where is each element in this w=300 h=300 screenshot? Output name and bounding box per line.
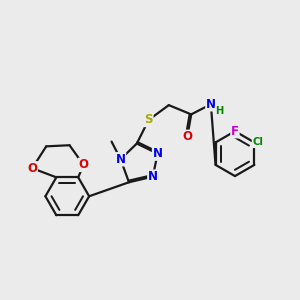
Text: O: O	[182, 130, 192, 143]
Text: H: H	[215, 106, 224, 116]
Text: N: N	[206, 98, 216, 111]
Text: S: S	[144, 113, 153, 127]
Text: F: F	[231, 125, 239, 138]
Text: N: N	[116, 153, 126, 166]
Text: O: O	[27, 162, 37, 175]
Text: N: N	[153, 147, 163, 160]
Text: Cl: Cl	[252, 137, 263, 147]
Text: N: N	[148, 170, 158, 183]
Text: O: O	[79, 158, 88, 171]
